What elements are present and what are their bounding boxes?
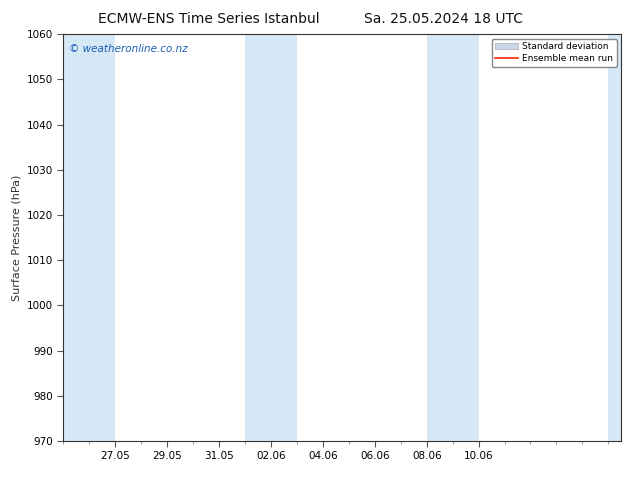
Bar (245, 34, 297, 441)
Text: Sa. 25.05.2024 18 UTC: Sa. 25.05.2024 18 UTC (365, 12, 523, 26)
Text: ECMW-ENS Time Series Istanbul: ECMW-ENS Time Series Istanbul (98, 12, 320, 26)
Legend: Standard deviation, Ensemble mean run: Standard deviation, Ensemble mean run (491, 39, 617, 67)
Y-axis label: Surface Pressure (hPa): Surface Pressure (hPa) (11, 174, 21, 301)
Text: © weatheronline.co.nz: © weatheronline.co.nz (69, 45, 188, 54)
Bar (427, 34, 479, 441)
Bar (609, 34, 621, 441)
Bar (63, 34, 115, 441)
